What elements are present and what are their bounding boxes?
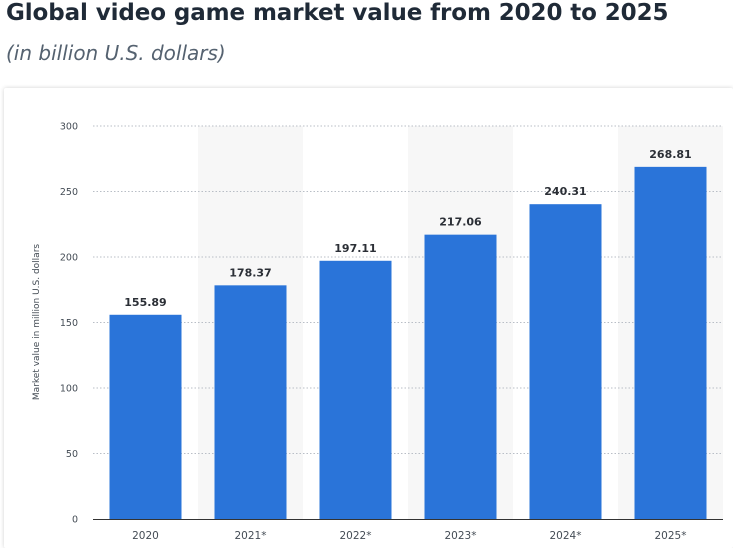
chart-title: Global video game market value from 2020… (6, 0, 669, 26)
data-label: 217.06 (439, 216, 482, 229)
data-label: 178.37 (229, 266, 271, 279)
y-tick-label: 150 (60, 318, 78, 329)
bar (529, 204, 602, 519)
x-tick-label: 2022* (340, 530, 372, 542)
data-label: 240.31 (544, 185, 586, 198)
bar (319, 260, 392, 519)
y-tick-label: 100 (60, 384, 78, 395)
y-tick-label: 300 (60, 122, 78, 133)
data-label: 268.81 (649, 148, 691, 161)
data-label: 197.11 (334, 242, 376, 255)
x-tick-label: 2023* (445, 530, 477, 542)
y-axis-label: Market value in million U.S. dollars (32, 243, 42, 401)
chart-subtitle: (in billion U.S. dollars) (6, 41, 226, 65)
x-tick-label: 2024* (550, 530, 582, 542)
chart-card: 0 50 100 150 200 250 300 155.89 2020 178.37 2021* 1… (4, 88, 733, 548)
bar (109, 314, 182, 519)
bar (634, 166, 707, 520)
bar-chart: 0 50 100 150 200 250 300 155.89 2020 178.37 2021* 1… (60, 122, 723, 542)
x-tick-label: 2021* (235, 530, 267, 542)
data-label: 155.89 (124, 296, 166, 309)
x-tick-label: 2025* (655, 530, 687, 542)
x-tick-label: 2020 (132, 530, 159, 542)
y-tick-label: 250 (60, 187, 78, 198)
y-tick-label: 0 (72, 515, 78, 526)
bar (424, 234, 497, 519)
bar (214, 285, 287, 519)
y-tick-label: 200 (60, 253, 78, 264)
y-tick-label: 50 (66, 449, 78, 460)
